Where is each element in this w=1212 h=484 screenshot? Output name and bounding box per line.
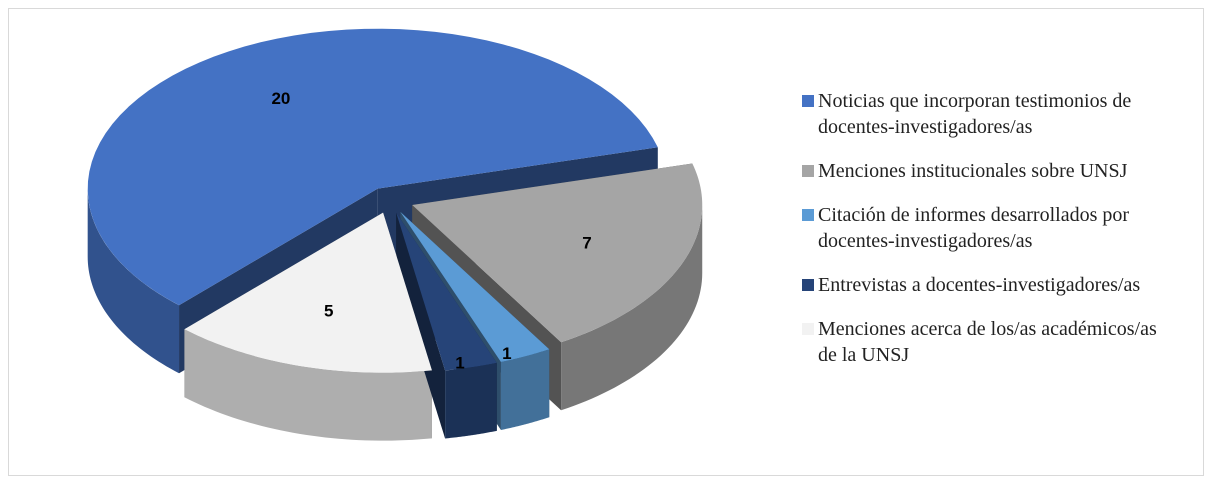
- slice-side: [445, 362, 497, 439]
- slice-side: [184, 329, 432, 441]
- slice-side: [561, 204, 703, 411]
- slice-side: [87, 188, 180, 374]
- data-label: 5: [324, 302, 333, 321]
- legend-swatch: [802, 95, 814, 107]
- slice: [184, 212, 432, 373]
- legend-item: Noticias que incorporan testimonios de d…: [800, 88, 1180, 140]
- legend: Noticias que incorporan testimonios de d…: [800, 88, 1180, 386]
- legend-swatch: [802, 209, 814, 221]
- data-label: 1: [502, 344, 511, 363]
- legend-item: Menciones institucionales sobre UNSJ: [800, 158, 1180, 184]
- frame: [8, 8, 1204, 476]
- legend-label: Entrevistas a docentes-investigadores/as: [818, 274, 1141, 296]
- legend-item: Menciones acerca de los/as académicos/as…: [800, 316, 1180, 368]
- slice: [396, 212, 497, 371]
- slice-edge: [396, 212, 446, 439]
- slice: [412, 163, 703, 343]
- legend-swatch: [802, 165, 814, 177]
- slice: [87, 28, 658, 306]
- data-label: 1: [455, 354, 464, 373]
- legend-swatch: [802, 279, 814, 291]
- slice-side: [500, 349, 550, 430]
- legend-label: Noticias que incorporan testimonios de d…: [818, 90, 1132, 138]
- legend-label: Menciones acerca de los/as académicos/as…: [818, 318, 1157, 366]
- data-label: 7: [582, 233, 591, 252]
- legend-label: Citación de informes desarrollados por d…: [818, 204, 1130, 252]
- legend-label: Menciones institucionales sobre UNSJ: [818, 160, 1128, 182]
- legend-swatch: [802, 323, 814, 335]
- data-label: 20: [271, 89, 290, 108]
- slice: [400, 211, 550, 362]
- legend-item: Citación de informes desarrollados por d…: [800, 202, 1180, 254]
- legend-item: Entrevistas a docentes-investigadores/as: [800, 272, 1180, 298]
